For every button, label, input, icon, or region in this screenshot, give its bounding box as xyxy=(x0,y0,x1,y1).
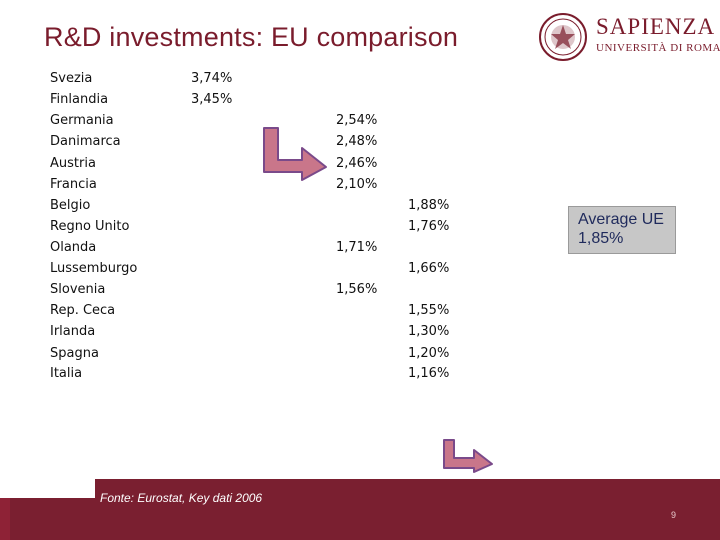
average-value: 1,85% xyxy=(578,230,624,247)
rd-value: 1,55% xyxy=(408,303,450,318)
rd-value: 3,45% xyxy=(191,92,233,107)
bent-arrow-icon xyxy=(443,439,493,473)
sapienza-logo: SAPIENZA UNIVERSITÀ DI ROMA xyxy=(538,10,720,62)
country-label: Slovenia xyxy=(50,282,106,297)
average-ue-box: Average UE 1,85% xyxy=(568,206,676,254)
rd-value: 1,71% xyxy=(336,240,378,255)
country-label: Regno Unito xyxy=(50,219,130,234)
country-label: Svezia xyxy=(50,71,93,86)
footer-left-strip xyxy=(0,498,10,540)
country-label: Germania xyxy=(50,113,114,128)
rd-value: 2,54% xyxy=(336,113,378,128)
rd-value: 2,46% xyxy=(336,156,378,171)
country-label: Finlandia xyxy=(50,92,109,107)
rd-value: 3,74% xyxy=(191,71,233,86)
slide-title: R&D investments: EU comparison xyxy=(44,22,459,52)
source-note: Fonte: Eurostat, Key dati 2006 xyxy=(100,491,263,505)
country-label: Rep. Ceca xyxy=(50,303,116,318)
country-label: Irlanda xyxy=(50,324,96,339)
rd-value: 1,30% xyxy=(408,324,450,339)
country-label: Danimarca xyxy=(50,134,121,149)
average-label: Average UE xyxy=(578,211,664,228)
country-label: Spagna xyxy=(50,346,99,361)
footer-bar xyxy=(0,479,720,540)
rd-value: 1,20% xyxy=(408,346,450,361)
rd-value: 1,16% xyxy=(408,366,450,381)
country-label: Lussemburgo xyxy=(50,261,138,276)
rd-value: 2,48% xyxy=(336,134,378,149)
logo-name: SAPIENZA xyxy=(596,14,716,39)
rd-value: 1,76% xyxy=(408,219,450,234)
footer-notch xyxy=(0,479,95,498)
country-label: Francia xyxy=(50,177,97,192)
logo-subtitle: UNIVERSITÀ DI ROMA xyxy=(596,42,720,54)
rd-value: 1,56% xyxy=(336,282,378,297)
page-number: 9 xyxy=(671,510,677,520)
country-label: Olanda xyxy=(50,240,97,255)
rd-value: 1,66% xyxy=(408,261,450,276)
university-seal-icon xyxy=(539,13,587,61)
bent-arrow-icon xyxy=(263,127,327,181)
country-label: Italia xyxy=(50,366,83,381)
rd-value: 1,88% xyxy=(408,198,450,213)
country-label: Belgio xyxy=(50,198,91,213)
country-label: Austria xyxy=(50,156,96,171)
rd-value: 2,10% xyxy=(336,177,378,192)
